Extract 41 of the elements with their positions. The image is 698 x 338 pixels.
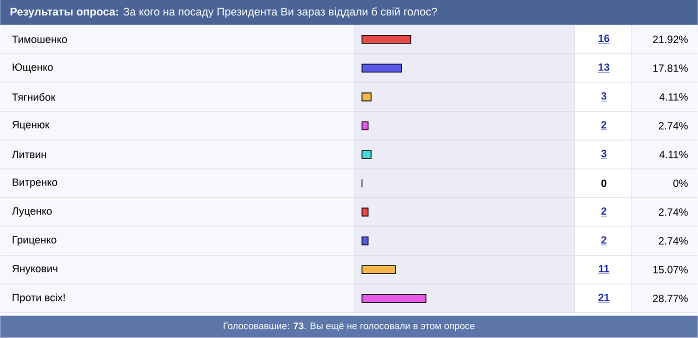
- data-label: 16: [598, 34, 610, 42]
- text: 4.11%: [659, 150, 688, 158]
- text: 2.74%: [658, 208, 688, 216]
- data-label: 3: [601, 150, 606, 158]
- text: 2.74%: [658, 122, 688, 130]
- y-tick-label: Проти всіх!: [12, 294, 65, 304]
- y-tick-label: Янукович: [12, 265, 58, 274]
- text: 15.07%: [653, 266, 688, 274]
- text: 28.77%: [653, 294, 688, 302]
- bar: [362, 294, 426, 303]
- y-tick-label: Ющенко: [12, 64, 53, 73]
- text: 21.92%: [653, 36, 688, 44]
- bar: [362, 208, 368, 217]
- text: 17.81%: [653, 64, 688, 72]
- bar: [362, 236, 368, 246]
- text: 4.11%: [659, 93, 688, 101]
- bar: [362, 150, 372, 159]
- data-label: 2: [601, 121, 606, 128]
- text: Результаты опроса: За кого на посаду Президента Ви зараз віддали б свій голос?: [10, 7, 437, 18]
- y-tick-label: Луценко: [12, 207, 52, 217]
- y-tick-label: Гриценко: [12, 236, 56, 246]
- y-tick-label: Витренко: [12, 178, 58, 188]
- y-tick-label: Тягнибок: [12, 93, 56, 101]
- bar: [362, 121, 368, 130]
- data-label: 2: [601, 236, 606, 244]
- text: 0%: [673, 180, 688, 188]
- data-label: 21: [598, 294, 610, 302]
- text: Голосовавшие: 73. Вы ещё не голосовали в этом опросе: [224, 322, 475, 332]
- y-tick-label: Тимошенко: [12, 36, 67, 44]
- text: 2.74%: [658, 237, 688, 245]
- data-label: 11: [598, 265, 610, 272]
- data-label: 0: [601, 180, 606, 188]
- data-label: 3: [601, 92, 606, 100]
- bar: [362, 64, 402, 73]
- y-tick-label: Литвин: [12, 150, 46, 158]
- data-label: 13: [598, 64, 610, 71]
- y-tick-label: Яценюк: [12, 121, 50, 130]
- data-label: 2: [601, 208, 606, 215]
- bar: [362, 35, 412, 44]
- bar: [362, 265, 396, 274]
- bar: [362, 92, 372, 102]
